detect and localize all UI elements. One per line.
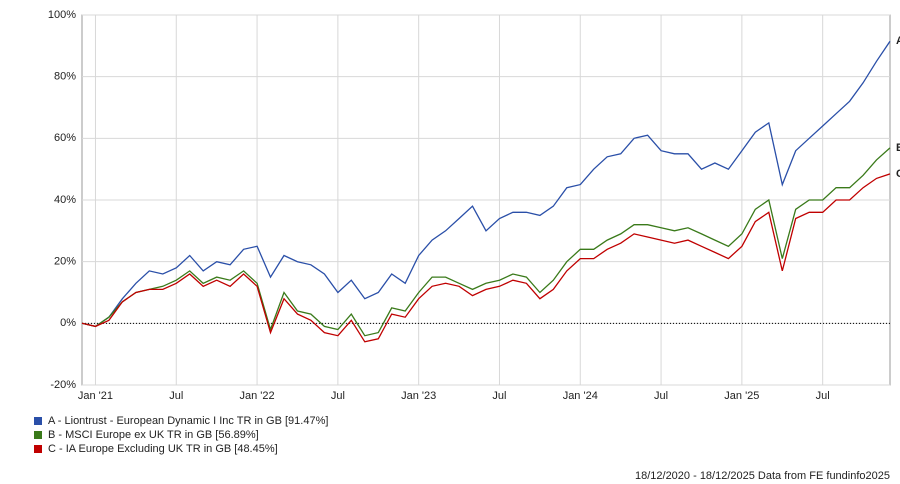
y-tick-label: 0%: [60, 317, 76, 329]
legend-label: B - MSCI Europe ex UK TR in GB [56.89%]: [48, 429, 259, 441]
x-tick-label: Jan '23: [401, 390, 436, 402]
y-tick-label: 100%: [48, 9, 76, 21]
legend-swatch: [34, 431, 42, 439]
footnote: 18/12/2020 - 18/12/2025 Data from FE fun…: [635, 470, 890, 482]
x-tick-label: Jan '25: [724, 390, 759, 402]
series-line: [81, 147, 891, 337]
legend-label: C - IA Europe Excluding UK TR in GB [48.…: [48, 443, 278, 455]
series-line: [81, 40, 891, 328]
legend-swatch: [34, 445, 42, 453]
y-tick-label: 80%: [54, 71, 76, 83]
end-label: A: [896, 35, 900, 47]
x-tick-label: Jul: [654, 390, 668, 402]
x-tick-label: Jul: [492, 390, 506, 402]
y-tick-label: -20%: [50, 379, 76, 391]
series-line: [81, 173, 891, 343]
x-tick-label: Jan '21: [78, 390, 113, 402]
legend-label: A - Liontrust - European Dynamic I Inc T…: [48, 415, 328, 427]
x-tick-label: Jan '24: [563, 390, 598, 402]
x-tick-label: Jul: [331, 390, 345, 402]
y-tick-label: 60%: [54, 132, 76, 144]
x-tick-label: Jan '22: [239, 390, 274, 402]
legend-swatch: [34, 417, 42, 425]
end-label: C: [896, 168, 900, 180]
end-label: B: [896, 142, 900, 154]
x-tick-label: Jul: [816, 390, 830, 402]
y-tick-label: 20%: [54, 256, 76, 268]
y-tick-label: 40%: [54, 194, 76, 206]
x-tick-label: Jul: [169, 390, 183, 402]
